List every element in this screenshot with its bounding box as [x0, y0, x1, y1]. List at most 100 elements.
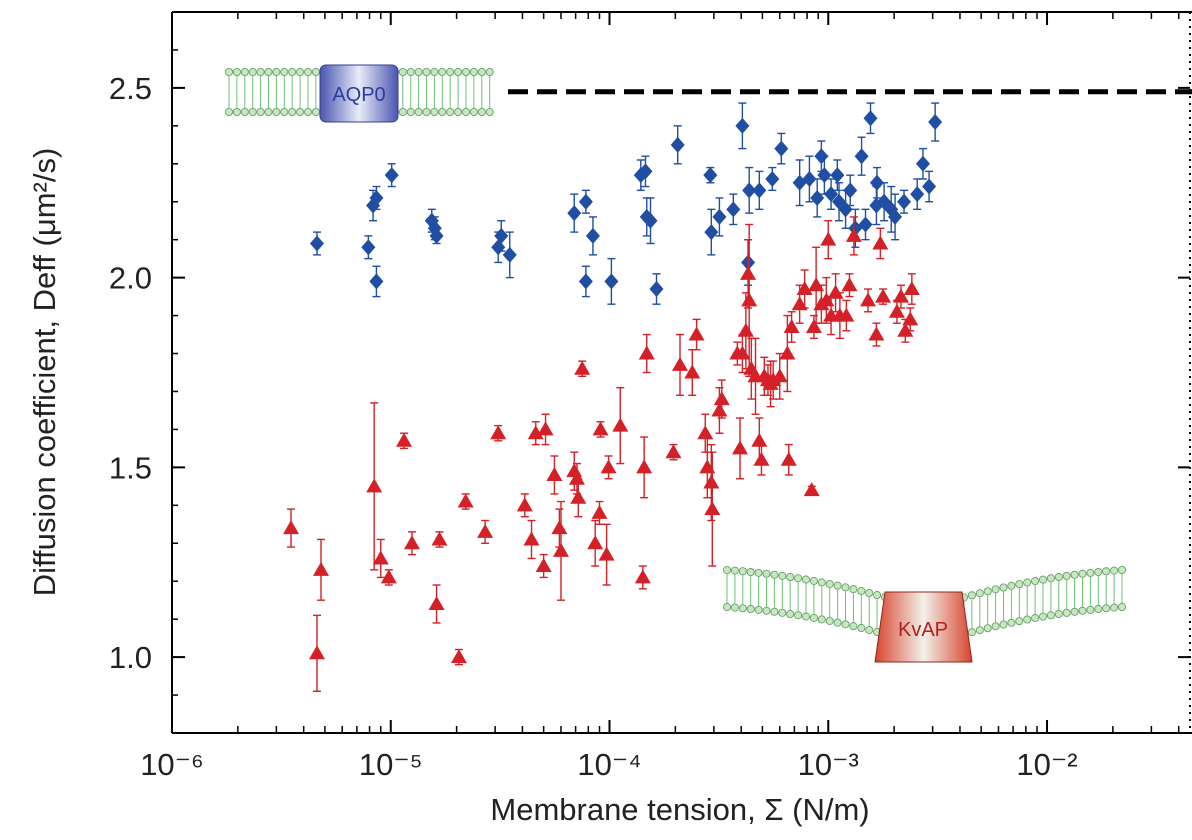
triangle-marker [897, 322, 914, 337]
lipid-head [461, 108, 470, 117]
lipid-head [1062, 571, 1071, 580]
triangle-marker [450, 649, 467, 664]
triangle-marker [740, 265, 757, 280]
lipid-head [754, 568, 763, 577]
diamond-marker [491, 239, 506, 256]
triangle-marker [527, 425, 544, 440]
lipid-head [865, 625, 874, 634]
triangle-marker [703, 474, 720, 489]
lipid-head [833, 581, 842, 590]
lipid-head [1039, 612, 1048, 621]
lipid-head [762, 606, 771, 615]
lipid-head [809, 613, 818, 622]
lipid-head [232, 108, 241, 117]
lipid-head [454, 68, 463, 77]
triangle-marker [713, 391, 730, 406]
diamond-marker [604, 273, 619, 290]
y-tick-label: 1.0 [109, 640, 152, 675]
lipid-head [1094, 605, 1103, 614]
lipid-head [240, 108, 249, 117]
lipid-head [311, 68, 320, 77]
lipid-head [406, 68, 415, 77]
triangle-marker [366, 478, 383, 493]
lipid-head [770, 607, 779, 616]
lipid-head [873, 591, 882, 600]
diamond-marker [649, 281, 664, 298]
triangle-marker [636, 459, 653, 474]
lipid-head [975, 626, 984, 635]
lipid-head [422, 108, 431, 117]
lipid-head [272, 68, 281, 77]
lipid-head [746, 605, 755, 614]
triangle-marker [796, 281, 813, 296]
triangle-marker [516, 497, 533, 512]
lipid-head [983, 624, 992, 633]
lipid-head [841, 583, 850, 592]
lipid-head [446, 68, 455, 77]
diamond-marker [366, 197, 381, 214]
triangle-marker [546, 466, 563, 481]
y-tick-label: 2.0 [109, 261, 152, 296]
diamond-marker [670, 136, 685, 153]
triangle-marker [598, 546, 615, 561]
diamond-marker [922, 178, 937, 195]
triangle-marker [684, 364, 701, 379]
triangle-marker [403, 535, 420, 550]
lipid-head [469, 108, 478, 117]
lipid-head [762, 569, 771, 578]
diamond-marker [928, 114, 943, 131]
lipid-head [311, 108, 320, 117]
triangle-marker [523, 531, 540, 546]
lipid-head [303, 108, 312, 117]
x-tick-label: 10⁻⁶ [140, 747, 204, 782]
triangle-marker [591, 504, 608, 519]
lipid-head [1015, 580, 1024, 589]
triangle-marker [283, 520, 300, 535]
triangle-marker [732, 440, 749, 455]
lipid-head [1046, 611, 1055, 620]
lipid-head [485, 108, 494, 117]
membrane-illustrations: AQP0 KvAP [224, 64, 1127, 663]
lipid-head [256, 68, 265, 77]
diamond-marker [810, 189, 825, 206]
triangle-marker [600, 459, 617, 474]
diamond-marker [863, 110, 878, 127]
diamond-marker [369, 273, 384, 290]
lipid-head [778, 608, 787, 617]
lipid-head [991, 622, 1000, 631]
triangle-marker [552, 542, 569, 557]
lipid-head [865, 588, 874, 597]
triangle-marker [535, 558, 552, 573]
lipid-head [485, 68, 494, 77]
lipid-head [232, 68, 241, 77]
triangle-marker [779, 345, 796, 360]
lipid-head [817, 578, 826, 587]
lipid-head [430, 108, 439, 117]
lipid-head [991, 585, 1000, 594]
x-axis-title: Membrane tension, Σ (N/m) [490, 792, 869, 827]
diamond-marker [817, 167, 832, 184]
lipid-head [438, 108, 447, 117]
diamond-marker [578, 273, 593, 290]
diamond-marker [742, 182, 757, 199]
triangle-marker [592, 421, 609, 436]
y-tick-label: 2.5 [109, 71, 152, 106]
lipid-head [288, 68, 297, 77]
diamond-marker [429, 227, 444, 244]
diamond-marker [765, 170, 780, 187]
triangle-marker [888, 303, 905, 318]
diamond-marker [752, 182, 767, 199]
diamond-marker [712, 208, 727, 225]
triangle-marker [665, 444, 682, 459]
lipid-head [825, 616, 834, 625]
triangle-marker [820, 231, 837, 246]
lipid-head [794, 611, 803, 620]
lipid-head [414, 108, 423, 117]
lipid-head [1023, 615, 1032, 624]
lipid-head [296, 108, 305, 117]
lipid-head [414, 68, 423, 77]
lipid-head [1031, 577, 1040, 586]
triangle-marker [697, 425, 714, 440]
lipid-head [224, 68, 233, 77]
